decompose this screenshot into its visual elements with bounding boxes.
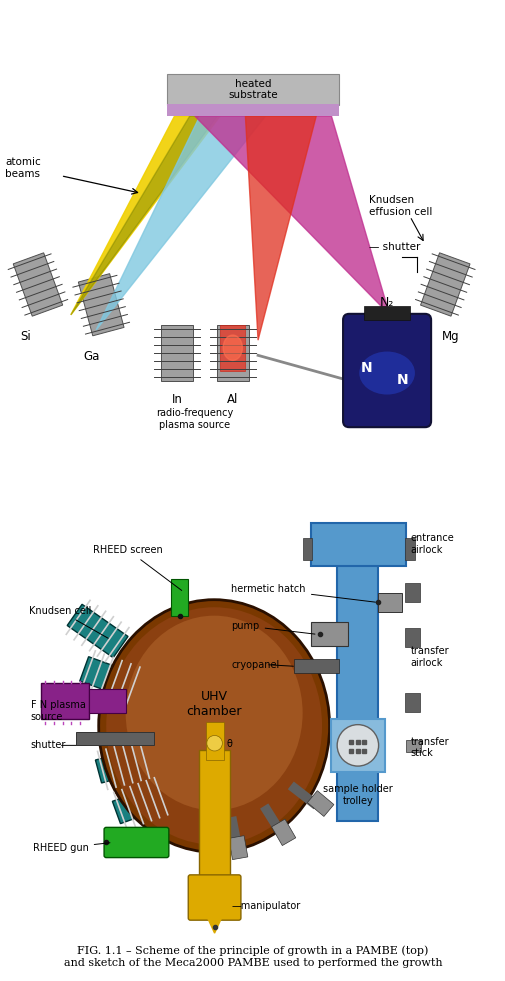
Text: RHEED gun: RHEED gun xyxy=(33,843,110,853)
Ellipse shape xyxy=(359,351,414,394)
Ellipse shape xyxy=(106,607,321,845)
Text: Mg: Mg xyxy=(441,330,458,343)
Text: θ: θ xyxy=(226,739,232,749)
Bar xyxy=(336,541,377,821)
Bar xyxy=(364,306,409,320)
Text: atomic
beams: atomic beams xyxy=(5,157,41,179)
Bar xyxy=(67,604,128,657)
Text: N₂: N₂ xyxy=(379,295,393,309)
Text: entrance
airlock: entrance airlock xyxy=(410,533,453,554)
Text: In: In xyxy=(171,393,182,406)
Polygon shape xyxy=(245,116,316,340)
Circle shape xyxy=(207,736,222,751)
Text: pump: pump xyxy=(231,621,314,634)
Bar xyxy=(420,253,469,316)
Bar xyxy=(404,628,419,646)
Text: N: N xyxy=(396,373,407,387)
Bar xyxy=(80,656,141,700)
Bar xyxy=(161,325,193,381)
Polygon shape xyxy=(96,116,265,330)
Bar xyxy=(404,693,419,711)
Bar xyxy=(405,539,414,560)
Bar xyxy=(271,819,295,846)
Bar xyxy=(311,523,406,566)
Text: —manipulator: —manipulator xyxy=(231,902,300,911)
Polygon shape xyxy=(194,116,389,315)
Text: Knudsen cell: Knudsen cell xyxy=(28,605,108,639)
Bar xyxy=(76,732,154,746)
Text: sample holder
trolley: sample holder trolley xyxy=(322,784,392,805)
Text: — shutter: — shutter xyxy=(369,241,420,251)
Polygon shape xyxy=(207,918,221,933)
Bar xyxy=(167,104,338,116)
Bar xyxy=(167,75,338,105)
Text: shutter: shutter xyxy=(31,741,66,750)
Bar xyxy=(377,594,401,611)
Bar xyxy=(216,325,248,381)
Text: heated
substrate: heated substrate xyxy=(228,78,277,100)
Bar xyxy=(171,579,188,616)
Bar xyxy=(228,836,247,859)
Bar xyxy=(205,722,223,760)
FancyBboxPatch shape xyxy=(342,314,430,427)
Text: Ga: Ga xyxy=(83,350,99,363)
Bar xyxy=(89,690,125,713)
FancyBboxPatch shape xyxy=(104,827,169,857)
Text: radio-frequency
plasma source: radio-frequency plasma source xyxy=(156,408,233,430)
Text: F N plasma
source: F N plasma source xyxy=(31,700,85,722)
Text: hermetic hatch: hermetic hatch xyxy=(231,584,375,602)
Text: FIG. 1.1 – Scheme of the principle of growth in a PAMBE (top)
and sketch of the : FIG. 1.1 – Scheme of the principle of gr… xyxy=(64,946,441,967)
Text: Knudsen
effusion cell: Knudsen effusion cell xyxy=(369,195,432,217)
Bar xyxy=(404,583,419,601)
Polygon shape xyxy=(71,116,220,315)
Ellipse shape xyxy=(98,599,329,852)
Bar xyxy=(406,740,421,751)
Bar xyxy=(293,659,339,673)
Text: N: N xyxy=(361,361,372,375)
Text: UHV
chamber: UHV chamber xyxy=(186,691,241,718)
Bar xyxy=(13,253,63,316)
FancyBboxPatch shape xyxy=(188,875,240,920)
Circle shape xyxy=(336,725,378,766)
Bar xyxy=(112,784,169,824)
Text: transfer
stick: transfer stick xyxy=(410,737,448,758)
Bar xyxy=(302,539,312,560)
Bar xyxy=(307,791,333,816)
Bar xyxy=(95,747,152,783)
Bar xyxy=(198,749,230,879)
Ellipse shape xyxy=(223,336,242,360)
Bar xyxy=(41,683,89,719)
Text: Si: Si xyxy=(20,330,31,343)
Text: cryopanel: cryopanel xyxy=(231,659,279,670)
Polygon shape xyxy=(71,116,217,315)
Text: transfer
airlock: transfer airlock xyxy=(410,646,448,668)
Text: RHEED screen: RHEED screen xyxy=(93,545,181,591)
Bar xyxy=(311,622,347,646)
Bar xyxy=(330,719,384,772)
Bar xyxy=(78,274,124,336)
Text: Al: Al xyxy=(227,393,238,406)
Ellipse shape xyxy=(125,616,302,810)
Bar xyxy=(220,325,245,371)
